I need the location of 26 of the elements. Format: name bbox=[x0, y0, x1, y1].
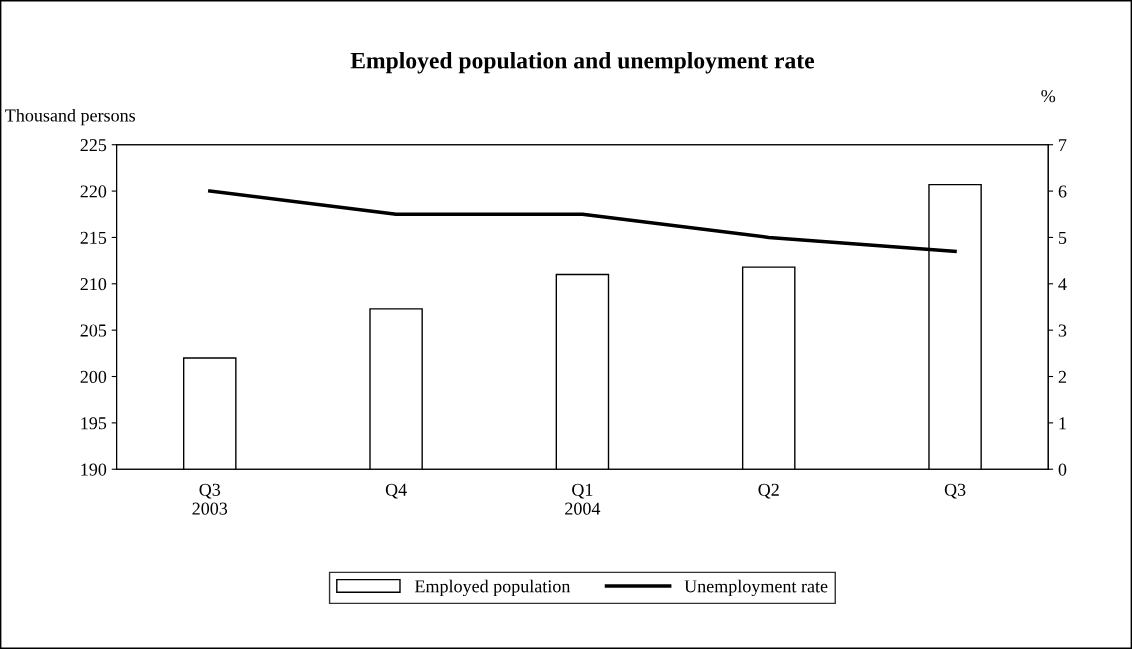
y-tick-label: 205 bbox=[80, 324, 107, 337]
legend-label: Employed population bbox=[414, 579, 571, 597]
y-axis-title: Thousand persons bbox=[5, 108, 136, 126]
y-tick-label: 225 bbox=[80, 139, 107, 152]
x-tick-label: Q3 bbox=[944, 483, 966, 499]
y-tick-label: 220 bbox=[80, 185, 107, 198]
y2-tick-label: 6 bbox=[1058, 185, 1067, 198]
x-tick-label: Q1 2004 bbox=[565, 483, 601, 515]
y2-tick-label: 4 bbox=[1058, 278, 1067, 291]
y-tick-label: 195 bbox=[81, 417, 107, 430]
y-tick-label: 200 bbox=[80, 370, 107, 383]
y2-tick-label: 3 bbox=[1058, 324, 1067, 337]
y2-tick-label: 0 bbox=[1058, 463, 1067, 476]
x-tick-label: Q4 bbox=[385, 483, 407, 499]
y2-tick-label: 5 bbox=[1059, 231, 1067, 244]
y-tick-label: 210 bbox=[80, 278, 107, 291]
chart-title: Employed population and unemployment rate bbox=[350, 51, 815, 74]
y2-tick-label: 2 bbox=[1058, 370, 1066, 383]
x-tick-label: Q2 bbox=[758, 483, 779, 499]
x-tick-label: Q3 2003 bbox=[192, 483, 228, 515]
y2-tick-label: 7 bbox=[1059, 139, 1067, 151]
y-tick-label: 190 bbox=[81, 463, 107, 476]
y2-tick-label: 1 bbox=[1059, 417, 1066, 430]
legend-label: Unemployment rate bbox=[684, 579, 828, 597]
y2-axis-title: % bbox=[1041, 89, 1056, 103]
y-tick-label: 215 bbox=[80, 231, 107, 244]
